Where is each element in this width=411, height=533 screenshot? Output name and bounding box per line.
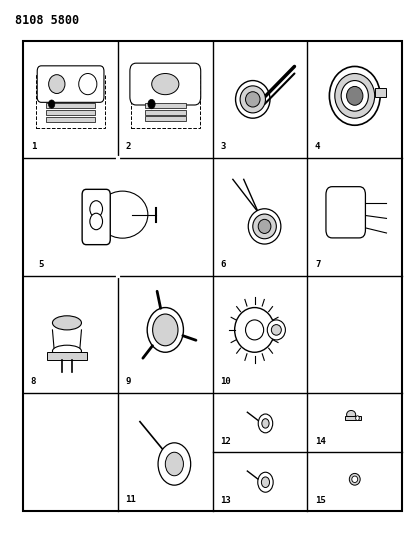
Circle shape <box>148 99 155 109</box>
Circle shape <box>158 443 191 485</box>
Circle shape <box>356 416 359 421</box>
Text: 10: 10 <box>220 377 231 386</box>
Bar <box>36 75 105 127</box>
Ellipse shape <box>248 209 281 244</box>
Ellipse shape <box>147 308 183 352</box>
Ellipse shape <box>236 80 270 118</box>
Circle shape <box>90 213 102 230</box>
FancyBboxPatch shape <box>130 63 201 105</box>
Text: 7: 7 <box>315 260 320 269</box>
Text: 8108 5800: 8108 5800 <box>15 14 79 27</box>
Circle shape <box>258 472 273 492</box>
Ellipse shape <box>352 476 358 482</box>
Ellipse shape <box>53 345 81 357</box>
Circle shape <box>48 100 55 108</box>
Bar <box>47 352 87 360</box>
Ellipse shape <box>53 316 81 330</box>
Ellipse shape <box>152 74 179 95</box>
Text: 12: 12 <box>220 438 231 446</box>
Ellipse shape <box>245 320 263 340</box>
Bar <box>131 75 200 127</box>
Ellipse shape <box>240 86 266 113</box>
Ellipse shape <box>152 314 178 346</box>
Ellipse shape <box>48 75 65 93</box>
FancyBboxPatch shape <box>82 189 110 245</box>
Bar <box>46 117 95 122</box>
Bar <box>145 103 186 108</box>
Text: 1: 1 <box>31 142 36 151</box>
Text: 14: 14 <box>315 438 326 446</box>
Bar <box>145 116 186 120</box>
FancyBboxPatch shape <box>326 187 365 238</box>
Bar <box>46 103 95 108</box>
Ellipse shape <box>341 80 368 111</box>
Text: 6: 6 <box>220 260 226 269</box>
Text: 8: 8 <box>31 377 36 386</box>
Circle shape <box>90 201 102 217</box>
Ellipse shape <box>346 86 363 105</box>
Text: 11: 11 <box>125 495 136 504</box>
Bar <box>375 87 386 97</box>
Bar <box>46 110 95 115</box>
Ellipse shape <box>346 410 356 419</box>
Text: 3: 3 <box>220 142 226 151</box>
Circle shape <box>262 419 269 428</box>
Ellipse shape <box>335 74 375 118</box>
Ellipse shape <box>349 473 360 485</box>
Ellipse shape <box>253 214 276 239</box>
Circle shape <box>261 477 270 488</box>
Ellipse shape <box>329 67 380 125</box>
Ellipse shape <box>245 92 260 107</box>
Ellipse shape <box>258 220 271 233</box>
Text: 13: 13 <box>220 496 231 505</box>
FancyBboxPatch shape <box>37 66 104 102</box>
Bar <box>23 41 402 511</box>
Circle shape <box>165 452 183 476</box>
Text: 15: 15 <box>315 496 326 505</box>
Ellipse shape <box>271 325 281 335</box>
Text: 4: 4 <box>315 142 320 151</box>
Text: 9: 9 <box>125 377 131 386</box>
Text: 5: 5 <box>38 260 44 269</box>
Text: 2: 2 <box>125 142 131 151</box>
Circle shape <box>258 414 273 433</box>
Bar <box>145 110 186 115</box>
Polygon shape <box>345 416 361 421</box>
Ellipse shape <box>267 320 285 340</box>
